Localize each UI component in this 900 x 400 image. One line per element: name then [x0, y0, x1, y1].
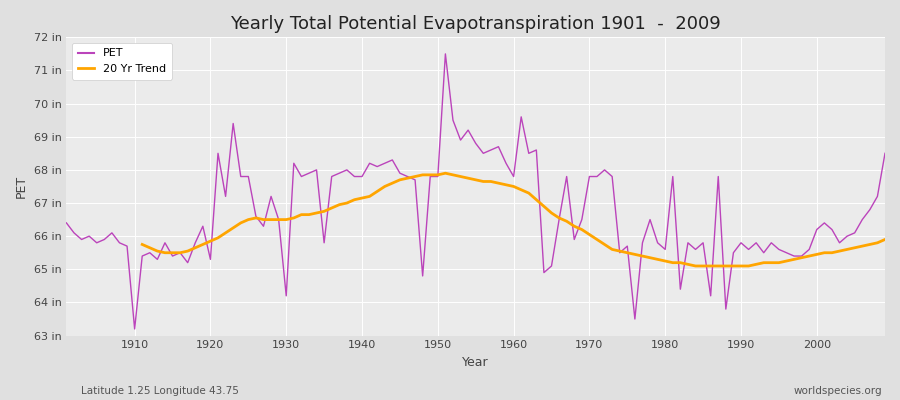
- X-axis label: Year: Year: [463, 356, 489, 369]
- Title: Yearly Total Potential Evapotranspiration 1901  -  2009: Yearly Total Potential Evapotranspiratio…: [230, 15, 721, 33]
- Legend: PET, 20 Yr Trend: PET, 20 Yr Trend: [72, 43, 172, 80]
- Text: Latitude 1.25 Longitude 43.75: Latitude 1.25 Longitude 43.75: [81, 386, 239, 396]
- Y-axis label: PET: PET: [15, 175, 28, 198]
- Text: worldspecies.org: worldspecies.org: [794, 386, 882, 396]
